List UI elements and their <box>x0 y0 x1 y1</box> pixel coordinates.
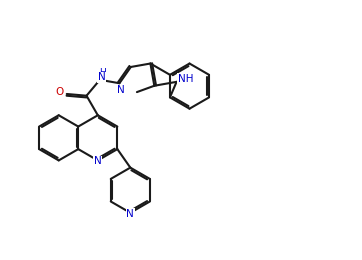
Text: N: N <box>98 72 106 82</box>
Text: N: N <box>94 156 102 166</box>
Text: NH: NH <box>178 74 193 84</box>
Text: H: H <box>99 68 106 77</box>
Text: N: N <box>117 85 125 95</box>
Text: N: N <box>126 209 134 219</box>
Text: O: O <box>56 87 64 98</box>
